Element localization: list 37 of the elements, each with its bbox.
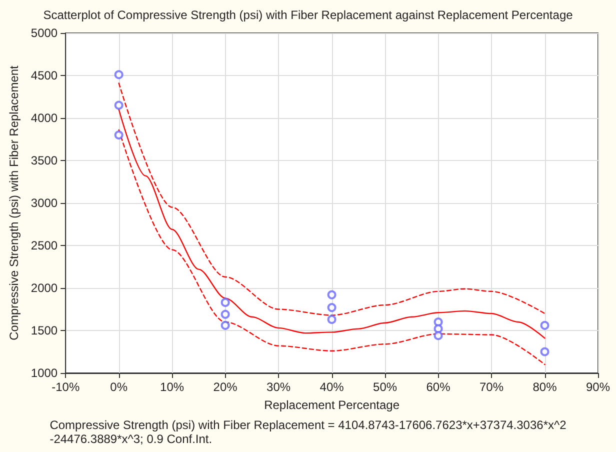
x-tick-label: 50% [373, 380, 398, 394]
x-tick-label: 70% [480, 380, 504, 394]
point [220, 320, 230, 330]
point [114, 130, 124, 140]
x-tick-label: 60% [426, 380, 451, 394]
y-tick-label: 2500 [30, 238, 58, 252]
point [327, 303, 336, 312]
chart-title: Scatterplot of Compressive Strength (psi) with Fiber Replacement against Replacement Percentage [43, 8, 574, 22]
point [114, 100, 124, 110]
x-tick-label: 80% [532, 380, 558, 394]
y-tick-label: 3500 [30, 154, 58, 168]
y-tick-label: 5000 [30, 26, 58, 40]
y-tick-label: 1000 [30, 366, 58, 380]
point [220, 298, 230, 307]
text: Compressive Strength (psi) with Fiber Replacement = 4104.8743-17606.7623*x+37374.3036*x^2 -24476.3889*x^3; 0.9 Conf.Int. [50, 418, 567, 446]
y-axis-title: Compressive Strength (psi) with Fiber Replacement [7, 64, 21, 340]
point [220, 310, 230, 319]
x-tick-label: 30% [266, 380, 291, 394]
point [434, 331, 443, 340]
x-tick-label: 90% [586, 380, 610, 394]
point [540, 320, 550, 330]
y-tick-label: 4000 [30, 111, 58, 125]
x-tick-label: 20% [213, 380, 238, 394]
x-tick-label: 40% [320, 380, 344, 394]
y-tick-label: 4500 [30, 68, 58, 82]
x-tick-label: -10% [52, 380, 80, 394]
y-tick-label: 1500 [30, 324, 58, 338]
point [540, 347, 550, 356]
point [434, 318, 443, 326]
point [327, 290, 336, 300]
x-tick-label: 0% [110, 380, 128, 394]
point [114, 70, 124, 80]
y-tick-label: 2000 [30, 281, 58, 295]
x-axis-title: Replacement Percentage [264, 398, 400, 412]
x-tick-label: 10% [160, 380, 184, 394]
point [327, 314, 336, 324]
y-tick-label: 3000 [30, 196, 58, 210]
